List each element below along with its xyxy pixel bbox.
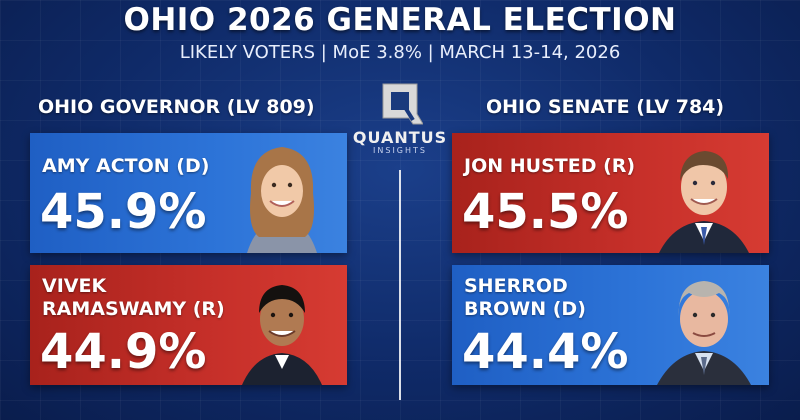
candidate-card-ramaswamy: VIVEK RAMASWAMY (R) 44.9% bbox=[30, 265, 347, 385]
page-title: OHIO 2026 GENERAL ELECTION bbox=[123, 2, 677, 38]
candidate-photo bbox=[657, 281, 751, 385]
candidate-card-brown: SHERROD BROWN (D) 44.4% bbox=[452, 265, 769, 385]
candidate-percentage: 45.9% bbox=[40, 184, 207, 240]
candidate-name-line1: SHERROD bbox=[464, 275, 568, 297]
candidate-photo bbox=[242, 285, 322, 385]
governor-heading: OHIO GOVERNOR (LV 809) bbox=[38, 96, 315, 118]
candidate-name: AMY ACTON (D) bbox=[42, 155, 210, 177]
page-subtitle: LIKELY VOTERS | MoE 3.8% | MARCH 13-14, … bbox=[179, 42, 621, 63]
candidate-name: VIVEK RAMASWAMY (R) bbox=[42, 275, 225, 321]
q-logo-icon bbox=[382, 83, 423, 125]
candidate-percentage: 44.9% bbox=[40, 324, 207, 380]
candidate-percentage: 44.4% bbox=[462, 324, 629, 380]
candidate-name-line2: RAMASWAMY (R) bbox=[42, 298, 225, 320]
senate-heading: OHIO SENATE (LV 784) bbox=[486, 96, 725, 118]
candidate-photo bbox=[247, 147, 317, 253]
candidate-name: JON HUSTED (R) bbox=[464, 155, 636, 177]
quantus-logo: QUANTUS INSIGHTS bbox=[352, 80, 448, 170]
candidate-name-line2: BROWN (D) bbox=[464, 298, 586, 320]
column-divider bbox=[399, 170, 401, 400]
logo-subtitle: INSIGHTS bbox=[373, 146, 427, 155]
logo-name: QUANTUS bbox=[352, 128, 448, 147]
candidate-name: SHERROD BROWN (D) bbox=[464, 275, 586, 321]
candidate-card-husted: JON HUSTED (R) 45.5% bbox=[452, 133, 769, 253]
candidate-name-line1: VIVEK bbox=[42, 275, 107, 297]
candidate-photo bbox=[659, 151, 749, 253]
candidate-card-acton: AMY ACTON (D) 45.9% bbox=[30, 133, 347, 253]
candidate-percentage: 45.5% bbox=[462, 184, 629, 240]
